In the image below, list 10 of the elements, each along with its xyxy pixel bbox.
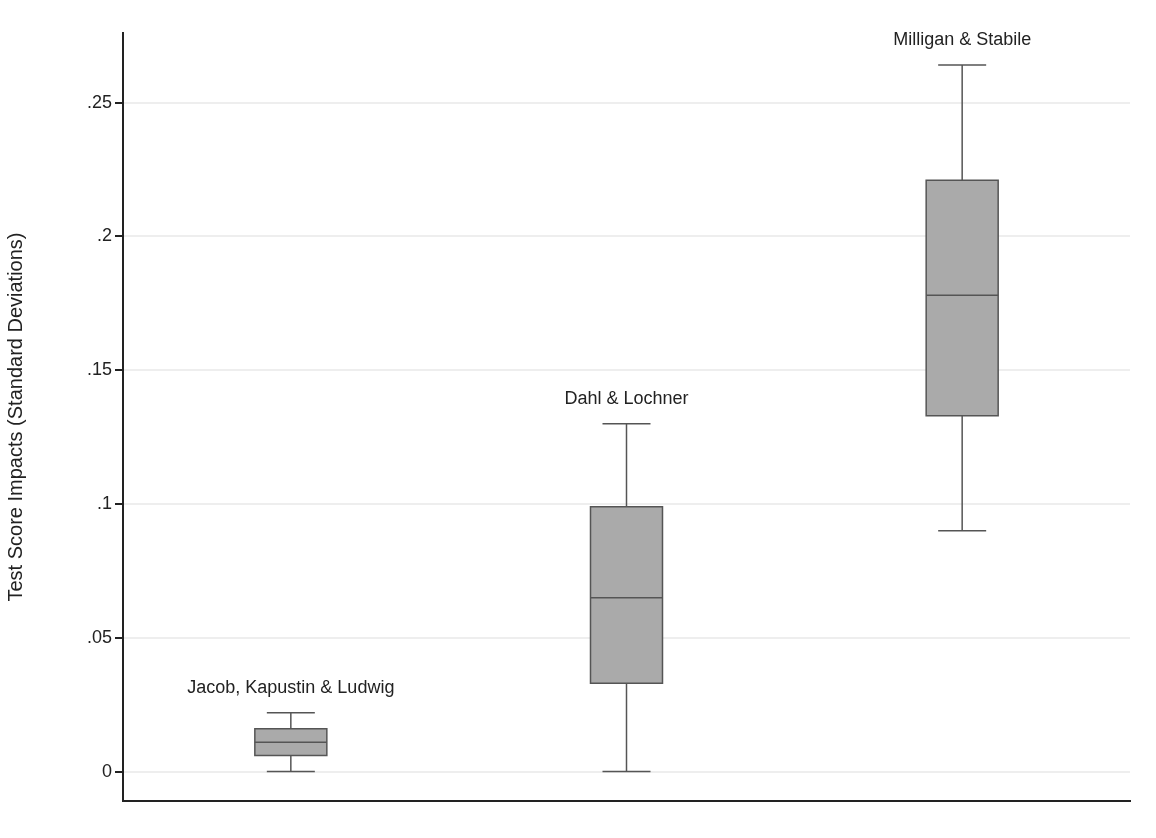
x-tick-label: Dahl & Lochner [564,387,689,408]
y-tick-label: .2 [96,225,112,246]
y-axis-title: Test Score Impacts (Standard Deviations) [3,232,26,602]
x-tick-label: Jacob, Kapustin & Ludwig [187,676,395,697]
y-tick-label: .25 [86,91,112,112]
y-tick-label: .1 [96,492,112,513]
y-tick-label: .05 [86,626,112,647]
y-tick-label: 0 [101,760,112,781]
y-tick-label: .15 [86,359,112,380]
x-tick-label: Milligan & Stabile [893,29,1032,50]
